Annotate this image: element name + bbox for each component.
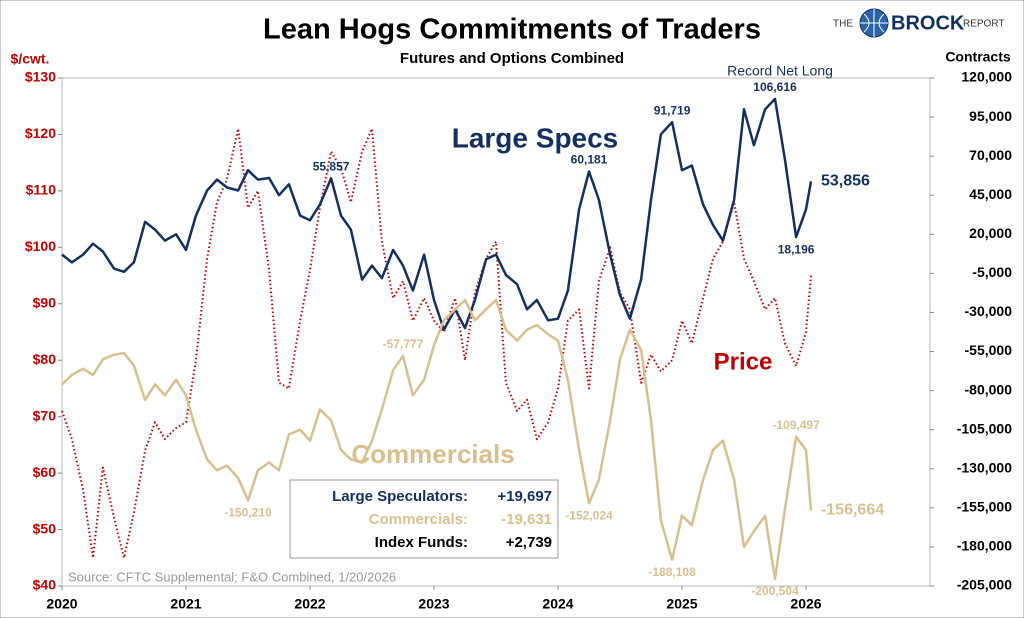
annotation: Price	[714, 348, 773, 375]
logo-post: REPORT	[963, 19, 1005, 30]
data-label: 18,196	[778, 242, 815, 256]
data-label: -156,664	[821, 502, 884, 519]
x-tick-label: 2021	[170, 596, 201, 612]
data-label: -109,497	[772, 418, 820, 432]
y2-axis-label: Contracts	[945, 49, 1011, 65]
annotation: Large Specs	[452, 122, 619, 153]
data-label: 53,856	[821, 173, 870, 190]
series-line	[61, 298, 813, 581]
y-tick-label: $40	[33, 577, 57, 593]
summary-value: +19,697	[497, 488, 552, 505]
data-label: -188,108	[648, 565, 696, 579]
data-label: -150,210	[224, 506, 272, 520]
x-tick-label: 2024	[542, 596, 573, 612]
y2-tick-label: 95,000	[969, 108, 1012, 124]
chart-subtitle: Futures and Options Combined	[400, 50, 624, 67]
y-tick-label: $90	[33, 294, 57, 310]
x-tick-label: 2025	[666, 596, 697, 612]
summary-label: Index Funds:	[375, 534, 468, 551]
chart-title: Lean Hogs Commitments of Traders	[263, 14, 761, 46]
data-label: 91,719	[654, 103, 691, 117]
y2-tick-label: 120,000	[961, 69, 1012, 85]
y-axis-label: $/cwt.	[11, 51, 50, 67]
data-label: 60,181	[571, 153, 608, 167]
y2-tick-label: -30,000	[965, 303, 1013, 319]
y2-tick-label: -180,000	[957, 538, 1012, 554]
x-tick-label: 2022	[294, 596, 325, 612]
y-tick-label: $80	[33, 351, 57, 367]
x-tick-label: 2026	[790, 596, 821, 612]
y2-tick-label: -105,000	[957, 420, 1012, 436]
summary-value: -19,631	[501, 511, 552, 528]
x-tick-label: 2023	[418, 596, 449, 612]
y-tick-label: $130	[25, 69, 56, 85]
data-label: 106,616	[753, 80, 797, 94]
y2-tick-label: 70,000	[969, 147, 1012, 163]
y2-tick-label: -80,000	[965, 381, 1013, 397]
y-tick-label: $120	[25, 125, 56, 141]
logo-name: BROCK	[891, 12, 965, 34]
y-tick-label: $60	[33, 464, 57, 480]
series-line	[61, 97, 813, 331]
y2-tick-label: -5,000	[972, 264, 1012, 280]
y2-tick-label: 45,000	[969, 186, 1012, 202]
data-label: -57,777	[383, 337, 424, 351]
summary-label: Large Speculators:	[332, 488, 468, 505]
y-tick-label: $50	[33, 520, 57, 536]
y2-tick-label: 20,000	[969, 225, 1012, 241]
logo-pre: THE	[833, 19, 853, 30]
y-tick-label: $70	[33, 407, 57, 423]
source-note: Source: CFTC Supplemental; F&O Combined,…	[68, 569, 396, 584]
data-label: 55,857	[313, 159, 350, 173]
data-label: -152,024	[565, 508, 613, 522]
y2-tick-label: -155,000	[957, 499, 1012, 515]
summary-label: Commercials:	[369, 511, 468, 528]
y2-tick-label: -55,000	[965, 342, 1013, 358]
logo: THE BROCK REPORT	[833, 8, 1005, 38]
summary-box	[289, 479, 559, 559]
data-label: -200,504	[751, 584, 799, 598]
y-tick-label: $100	[25, 238, 56, 254]
y2-tick-label: -130,000	[957, 459, 1012, 475]
x-tick-label: 2020	[46, 596, 77, 612]
annotation: Record Net Long	[727, 63, 833, 79]
logo-globe-lines	[860, 9, 888, 37]
annotation: Commercials	[351, 439, 514, 469]
y-tick-label: $110	[26, 182, 57, 198]
summary-value: +2,739	[506, 534, 552, 551]
y2-tick-label: -205,000	[957, 577, 1012, 593]
plot-area	[61, 77, 931, 587]
